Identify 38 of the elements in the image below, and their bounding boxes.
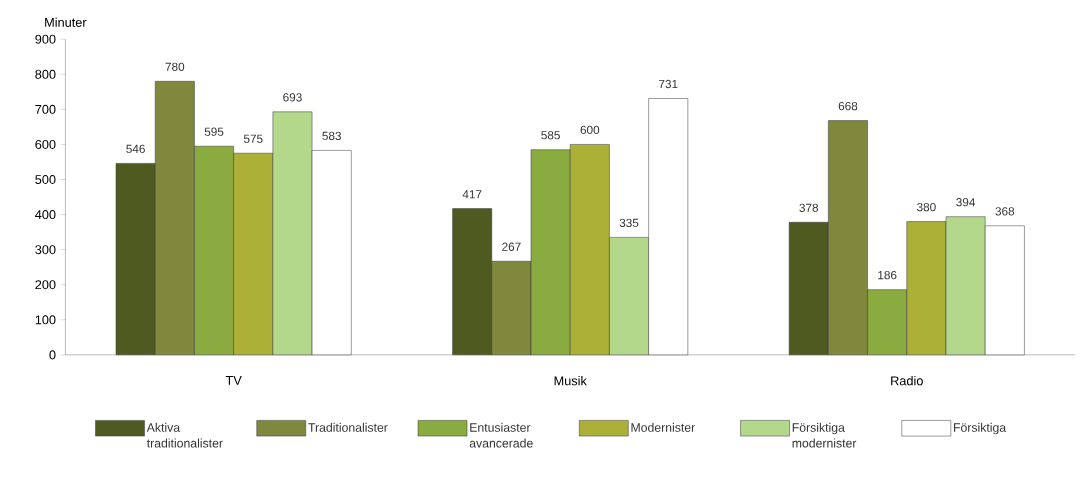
x-tick-label: Radio xyxy=(891,375,923,386)
data-label: 335 xyxy=(619,218,639,227)
y-tick-label: 900 xyxy=(35,34,56,44)
legend-label: Aktiva traditionalister xyxy=(146,422,223,448)
data-label: 546 xyxy=(126,144,145,153)
data-label: 668 xyxy=(838,101,858,111)
data-label: 368 xyxy=(995,207,1015,216)
data-label: 693 xyxy=(283,93,302,102)
legend-label: Försiktiga modernister xyxy=(792,422,857,448)
y-tick-label: 100 xyxy=(35,315,56,325)
y-axis-title: Minuter xyxy=(45,17,87,27)
y-tick-label: 800 xyxy=(35,69,56,79)
legend-label: Traditionalister xyxy=(308,422,388,432)
data-label: 583 xyxy=(322,131,341,140)
data-label: 595 xyxy=(204,127,224,136)
data-label: 575 xyxy=(243,134,263,143)
legend-label: Försiktiga xyxy=(954,422,1007,435)
y-tick-label: 500 xyxy=(35,174,56,184)
x-tick-label: Musik xyxy=(554,375,587,386)
y-tick-label: 200 xyxy=(35,280,56,290)
data-label: 378 xyxy=(799,203,819,212)
data-label: 731 xyxy=(659,79,678,89)
data-label: 267 xyxy=(502,242,521,251)
x-tick-label: TV xyxy=(225,375,242,385)
data-label: 780 xyxy=(165,62,185,71)
data-label: 186 xyxy=(878,270,897,280)
data-label: 417 xyxy=(462,190,482,199)
y-tick-label: 400 xyxy=(35,209,56,219)
y-tick-label: 0 xyxy=(49,350,56,360)
y-tick-label: 600 xyxy=(35,139,56,149)
data-label: 394 xyxy=(956,197,976,207)
legend-label: Modernister xyxy=(631,422,695,432)
data-label: 380 xyxy=(917,202,936,212)
data-label: 600 xyxy=(580,125,600,134)
legend-label: Entusiaster avancerade xyxy=(469,422,533,448)
data-label: 585 xyxy=(541,130,560,140)
y-tick-label: 300 xyxy=(35,245,56,255)
y-tick-label: 700 xyxy=(35,104,56,114)
